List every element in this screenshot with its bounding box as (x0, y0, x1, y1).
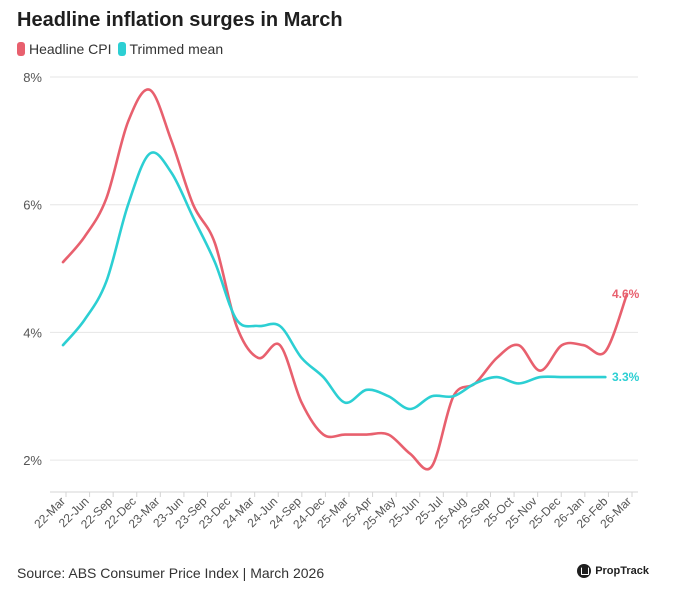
series-line-trimmed-mean[interactable] (61, 151, 607, 411)
y-tick-label: 2% (23, 453, 42, 468)
legend-label-trimmed-mean: Trimmed mean (129, 41, 224, 57)
proptrack-logo: PropTrack (577, 564, 649, 578)
legend-swatch-trimmed-mean (117, 42, 126, 56)
y-tick-label: 8% (23, 70, 42, 85)
y-axis: 2% 4% 6% 8% (23, 70, 42, 468)
legend-swatch-headline-cpi (17, 42, 25, 56)
legend-item-headline-cpi[interactable]: Headline CPI (17, 41, 112, 57)
x-axis: 22-Mar22-Jun22-Sep22-Dec23-Mar23-Jun23-S… (31, 491, 638, 532)
series-line-headline-cpi[interactable] (61, 88, 629, 471)
source-note: Source: ABS Consumer Price Index | March… (17, 565, 325, 581)
end-label-trimmed-mean: 3.3% (612, 370, 640, 384)
logo-text: PropTrack (595, 565, 649, 577)
legend: Headline CPI Trimmed mean (17, 41, 229, 57)
y-tick-label: 6% (23, 198, 42, 213)
series-lines (61, 88, 629, 471)
end-label-headline-cpi: 4.6% (612, 287, 640, 301)
y-tick-label: 4% (23, 325, 42, 340)
legend-item-trimmed-mean[interactable]: Trimmed mean (117, 41, 224, 57)
end-labels: 4.6% 3.3% (612, 287, 640, 384)
house-icon (577, 564, 592, 578)
gridlines (50, 76, 638, 461)
legend-label-headline-cpi: Headline CPI (29, 41, 112, 57)
chart-title: Headline inflation surges in March (17, 9, 343, 31)
